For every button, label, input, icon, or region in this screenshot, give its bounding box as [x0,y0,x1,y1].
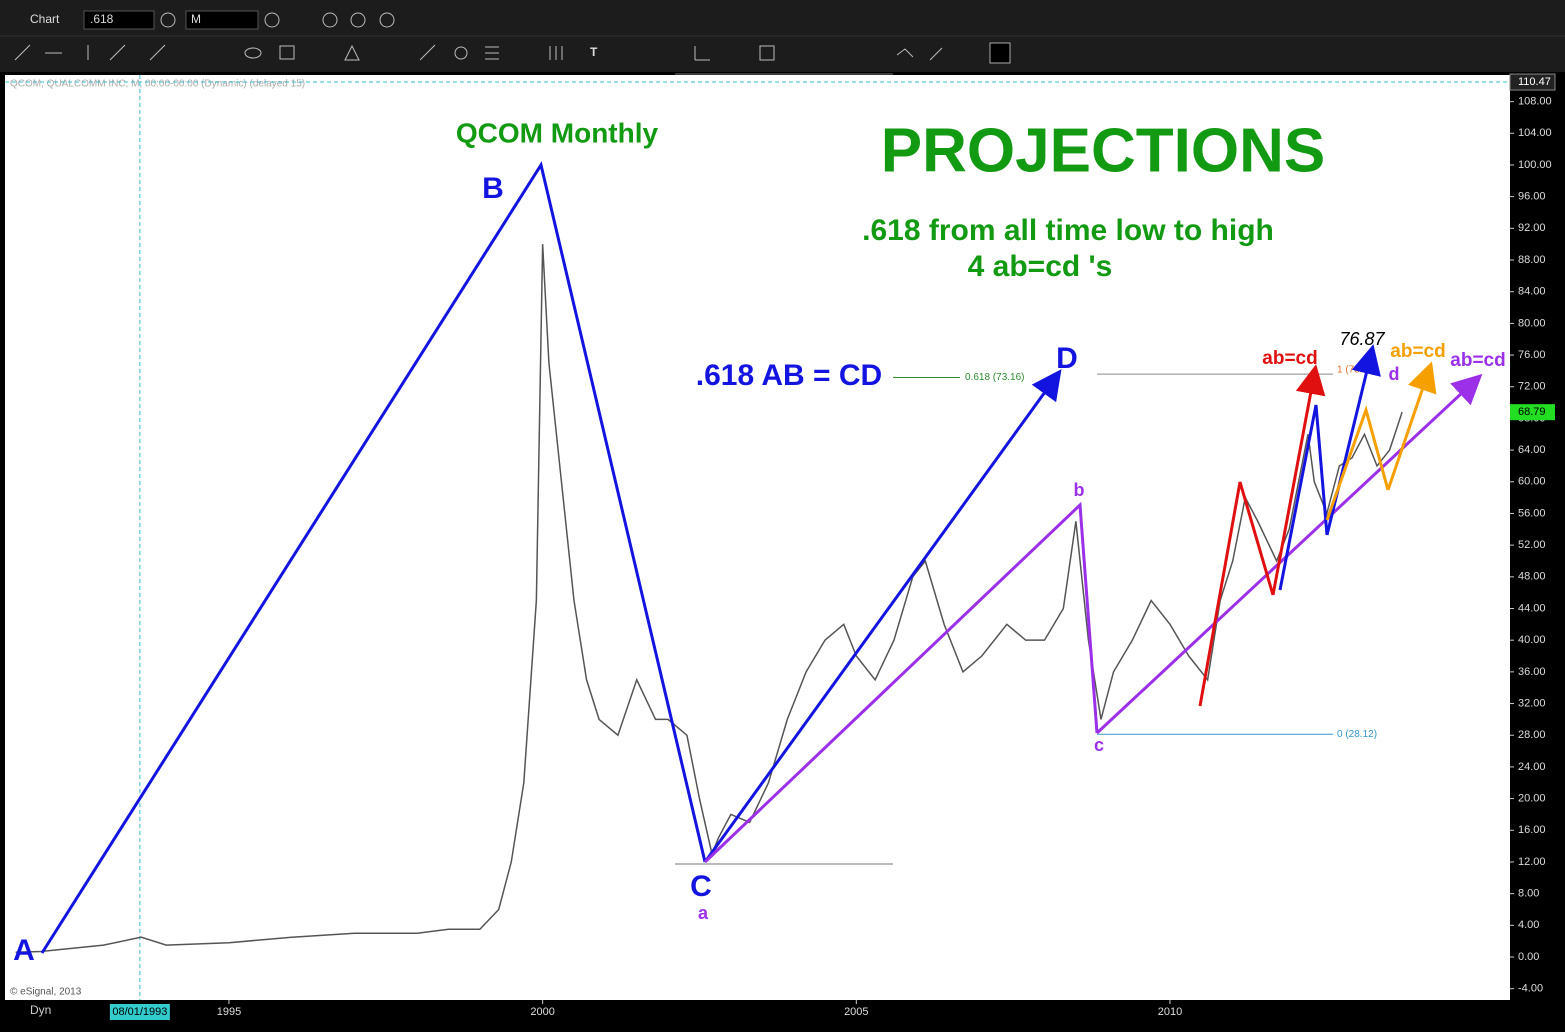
x-tick-label: 2010 [1158,1006,1182,1018]
x-tick-label: 2000 [530,1006,554,1018]
fib-label: 1 (73.60) [1337,365,1377,376]
subtitle: .618 from all time low to high [862,214,1274,247]
y-tick-label: 36.00 [1518,666,1546,678]
top-price: 110.47 [1518,76,1551,88]
y-tick-label: 28.00 [1518,729,1546,741]
y-tick-label: 72.00 [1518,381,1546,393]
fib-input[interactable]: .618 [90,12,114,26]
y-tick-label: 64.00 [1518,444,1546,456]
plot-area [5,75,1510,1000]
annotations [40,73,1483,954]
y-tick-label: 44.00 [1518,602,1546,614]
toolbar-icons[interactable] [14,12,943,61]
y-tick-label: 92.00 [1518,222,1546,234]
mode-label[interactable]: Dyn [30,1003,51,1017]
cursor-badge [109,1004,170,1020]
magnet-tool[interactable] [989,42,1011,64]
point-label: A [13,934,35,967]
y-tick-label: 16.00 [1518,824,1546,836]
point-label: b [1074,480,1085,500]
annotation: ab=cd [1262,348,1317,369]
headline: PROJECTIONS [881,116,1325,185]
fib-label: 0.618 (73.16) [965,372,1025,383]
y-tick-label: 104.00 [1518,127,1552,139]
y-tick-label: 4.00 [1518,919,1539,931]
annotation: .618 AB = CD [696,359,882,392]
fib-label: 0 (28.12) [1337,729,1377,740]
y-tick-label: 20.00 [1518,792,1546,804]
y-tick-label: 12.00 [1518,856,1546,868]
window-title: Chart [30,12,60,26]
y-tick-label: -4.00 [1518,983,1543,995]
y-tick-label: 40.00 [1518,634,1546,646]
chart-title: QCOM Monthly [456,117,659,148]
y-tick-label: 52.00 [1518,539,1546,551]
interval-box[interactable] [185,10,259,30]
x-tick-label: 2005 [844,1006,868,1018]
interval[interactable]: M [191,12,201,26]
y-tick-label: 60.00 [1518,476,1546,488]
y-tick-label: 24.00 [1518,761,1546,773]
point-label: d [1389,364,1400,384]
y-tick-label: 56.00 [1518,507,1546,519]
fib-input-box[interactable] [83,10,155,30]
symbol-line: QCOM, QUALCOMM INC, M, 00:00-00:00 (Dyna… [10,79,305,90]
y-tick-label: 96.00 [1518,191,1546,203]
y-tick-label: 48.00 [1518,571,1546,583]
price-line [15,244,1403,953]
price-badge [1509,73,1556,91]
last-price-badge [1510,404,1555,421]
subtitle: 4 ab=cd 's [968,250,1113,283]
target-label: 76.87 [1339,329,1385,349]
y-tick-label: 76.00 [1518,349,1546,361]
y-tick-label: 0.00 [1518,951,1539,963]
cursor-label: 08/01/1993 [112,1006,167,1018]
y-tick-label: 32.00 [1518,697,1546,709]
last-price: 68.79 [1518,406,1546,418]
point-label: c [1094,735,1104,755]
x-tick-label: 1995 [217,1006,241,1018]
point-label: C [690,870,712,903]
y-tick-label: 80.00 [1518,317,1546,329]
text-tool[interactable]: T [590,45,598,59]
annotation: ab=cd [1390,341,1445,362]
x-axis-panel [0,1000,1565,1027]
point-label: B [482,172,504,205]
y-tick-label: 108.00 [1518,96,1552,108]
point-label: a [698,903,709,923]
copyright: © eSignal, 2013 [10,987,82,998]
annotation: ab=cd [1450,350,1505,371]
y-tick-label: 100.00 [1518,159,1552,171]
y-tick-label: 84.00 [1518,286,1546,298]
point-label: D [1056,342,1078,375]
y-tick-label: 88.00 [1518,254,1546,266]
y-axis-panel [1510,72,1565,1027]
y-tick-label: 8.00 [1518,888,1539,900]
